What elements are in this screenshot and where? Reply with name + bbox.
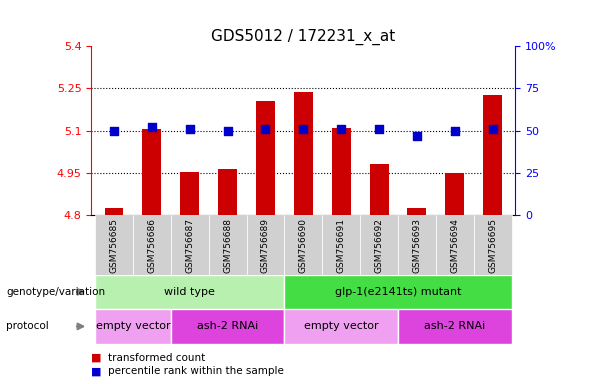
Bar (180, 172, 199, 215)
Text: GSM756690: GSM756690 (299, 218, 308, 273)
FancyBboxPatch shape (95, 309, 171, 344)
Bar (105, 208, 124, 215)
Point (336, 126, 346, 132)
Text: GSM756687: GSM756687 (186, 218, 194, 273)
Bar (483, 94, 502, 215)
Text: ash-2 RNAi: ash-2 RNAi (424, 321, 485, 331)
FancyBboxPatch shape (133, 215, 171, 275)
Text: empty vector: empty vector (95, 321, 170, 331)
Bar (256, 101, 275, 215)
Point (147, 124, 157, 130)
Bar (332, 128, 350, 215)
Text: percentile rank within the sample: percentile rank within the sample (108, 366, 284, 376)
Text: transformed count: transformed count (108, 353, 205, 363)
Bar (218, 169, 237, 215)
FancyBboxPatch shape (95, 275, 284, 309)
Text: empty vector: empty vector (304, 321, 379, 331)
Text: ■: ■ (91, 366, 102, 376)
Point (261, 126, 270, 132)
Text: GSM756692: GSM756692 (375, 218, 383, 273)
Title: GDS5012 / 172231_x_at: GDS5012 / 172231_x_at (211, 28, 395, 45)
Bar (408, 208, 426, 215)
Text: GSM756691: GSM756691 (337, 218, 346, 273)
FancyBboxPatch shape (284, 309, 398, 344)
Point (450, 127, 459, 134)
Point (488, 126, 497, 132)
Point (110, 127, 119, 134)
FancyBboxPatch shape (474, 215, 512, 275)
FancyBboxPatch shape (322, 215, 360, 275)
FancyBboxPatch shape (171, 309, 284, 344)
Point (412, 132, 422, 139)
Text: ash-2 RNAi: ash-2 RNAi (197, 321, 258, 331)
FancyBboxPatch shape (209, 215, 247, 275)
Point (185, 126, 194, 132)
Text: genotype/variation: genotype/variation (6, 287, 105, 297)
Text: wild type: wild type (164, 287, 215, 297)
Text: GSM756688: GSM756688 (223, 218, 232, 273)
Text: protocol: protocol (6, 321, 49, 331)
Point (375, 126, 384, 132)
FancyBboxPatch shape (398, 309, 512, 344)
Point (299, 126, 308, 132)
Bar (294, 92, 313, 215)
FancyBboxPatch shape (436, 215, 474, 275)
Text: GSM756693: GSM756693 (412, 218, 421, 273)
FancyBboxPatch shape (360, 215, 398, 275)
Text: GSM756686: GSM756686 (147, 218, 156, 273)
Text: GSM756695: GSM756695 (488, 218, 497, 273)
Bar (143, 129, 161, 215)
FancyBboxPatch shape (171, 215, 209, 275)
Bar (445, 173, 464, 215)
Point (223, 127, 232, 134)
FancyBboxPatch shape (284, 275, 512, 309)
Text: glp-1(e2141ts) mutant: glp-1(e2141ts) mutant (335, 287, 461, 297)
Text: ■: ■ (91, 353, 102, 363)
FancyBboxPatch shape (284, 215, 322, 275)
FancyBboxPatch shape (95, 215, 133, 275)
FancyBboxPatch shape (247, 215, 284, 275)
Text: GSM756685: GSM756685 (110, 218, 118, 273)
Bar (370, 164, 389, 215)
Text: GSM756694: GSM756694 (451, 218, 459, 273)
FancyBboxPatch shape (398, 215, 436, 275)
Text: GSM756689: GSM756689 (261, 218, 270, 273)
